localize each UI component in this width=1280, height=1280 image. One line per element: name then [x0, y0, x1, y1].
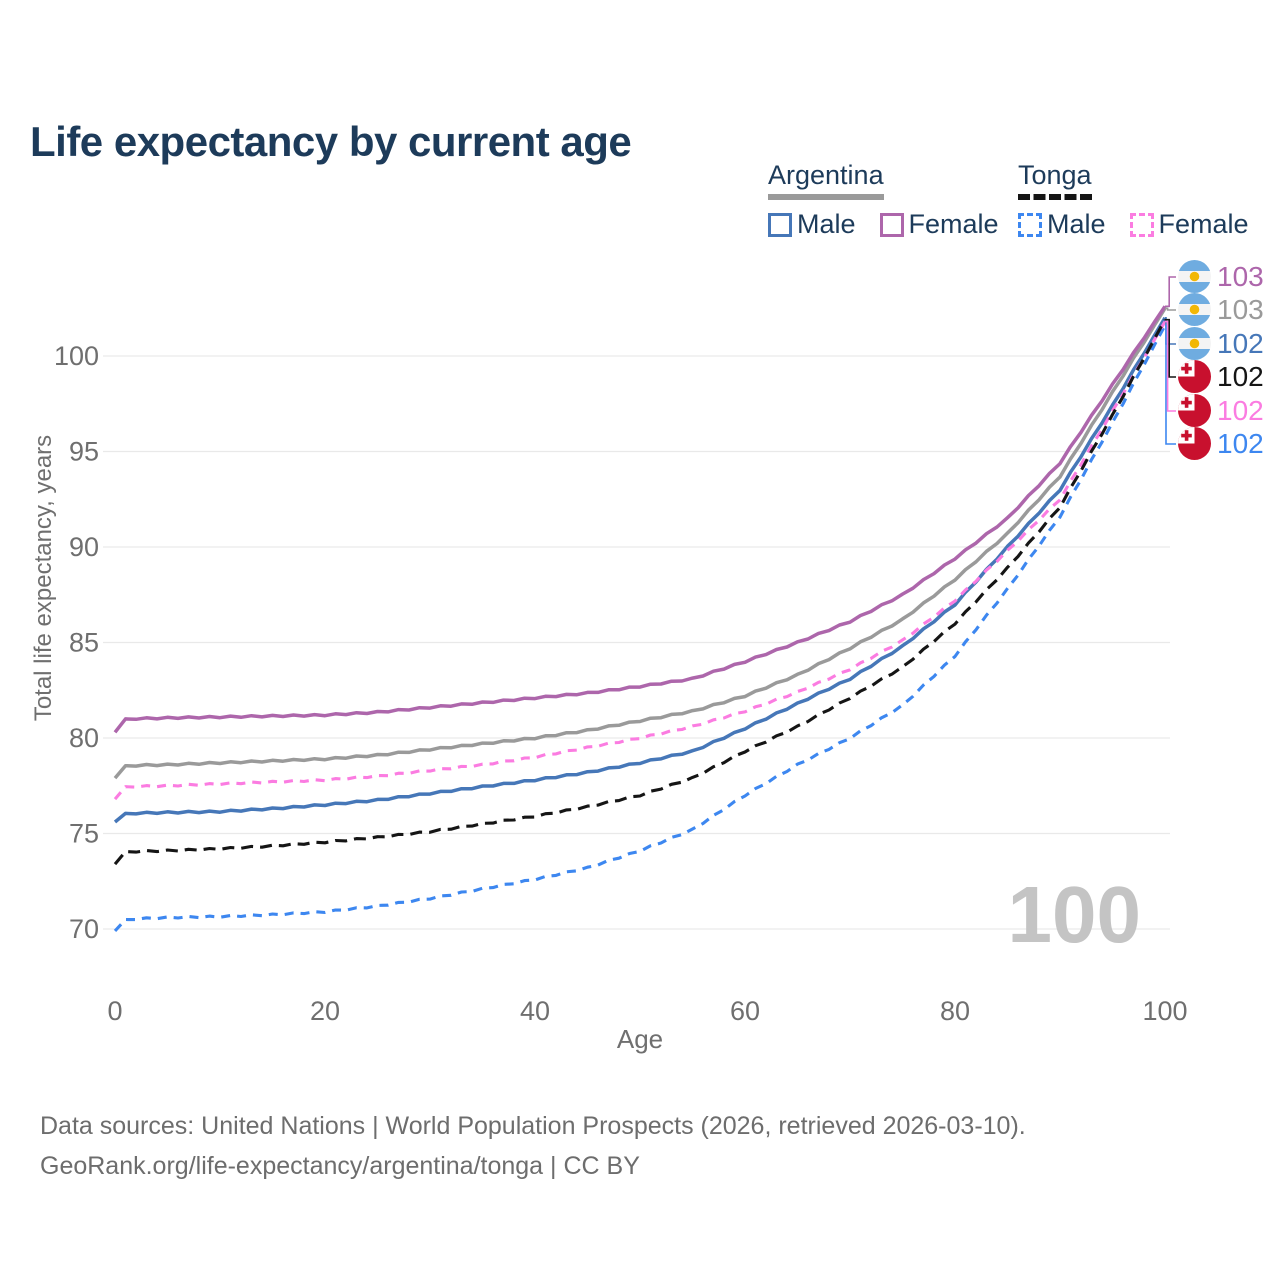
legend-tonga: Tonga Male Female — [1018, 160, 1249, 240]
legend-argentina: Argentina Male Female — [768, 160, 999, 240]
x-tick-label: 0 — [107, 996, 122, 1026]
series-line-argentina-female[interactable] — [113, 305, 1167, 734]
leader-line — [1165, 276, 1176, 308]
series-line-argentina-male[interactable] — [113, 316, 1167, 824]
y-tick-label: 95 — [69, 437, 99, 467]
leader-line — [1165, 320, 1176, 412]
series-end-label-row: 102 — [1178, 360, 1264, 393]
x-axis-title: Age — [617, 1024, 663, 1054]
legend-tonga-female-label[interactable]: Female — [1158, 209, 1249, 239]
footer-data-sources: Data sources: United Nations | World Pop… — [40, 1112, 1026, 1140]
y-tick-label: 80 — [69, 723, 99, 753]
series-end-label-row: 102 — [1178, 427, 1264, 460]
y-tick-label: 70 — [69, 914, 99, 944]
y-tick-label: 75 — [69, 819, 99, 849]
series-line-argentina[interactable] — [113, 307, 1167, 780]
legend-argentina-title[interactable]: Argentina — [768, 160, 884, 200]
series-line-tonga-female[interactable] — [113, 320, 1167, 801]
legend-argentina-male-label[interactable]: Male — [797, 209, 856, 239]
series-line-tonga[interactable] — [113, 318, 1167, 866]
series-end-value: 102 — [1217, 427, 1264, 459]
series-end-value: 102 — [1217, 394, 1264, 426]
leader-line — [1165, 324, 1176, 445]
leader-line — [1165, 318, 1176, 378]
legend-argentina-female-checkbox[interactable] — [879, 212, 904, 237]
legend-tonga-female-checkbox[interactable] — [1129, 212, 1154, 237]
series-end-value: 102 — [1217, 327, 1264, 359]
series-line-tonga-male[interactable] — [113, 324, 1167, 932]
page-title: Life expectancy by current age — [30, 118, 632, 166]
y-tick-label: 85 — [69, 628, 99, 658]
argentina-flag-icon — [1178, 260, 1211, 293]
legend-tonga-title[interactable]: Tonga — [1018, 160, 1092, 200]
series-end-label-row: 102 — [1178, 327, 1264, 360]
series-end-label-row: 103 — [1178, 293, 1264, 326]
legend-tonga-male-checkbox[interactable] — [1018, 212, 1042, 237]
y-tick-label: 90 — [69, 532, 99, 562]
tonga-flag-icon — [1178, 360, 1211, 393]
legend-argentina-female-label[interactable]: Female — [908, 209, 999, 239]
footer-attribution: GeoRank.org/life-expectancy/argentina/to… — [40, 1152, 640, 1180]
series-end-value: 102 — [1217, 360, 1264, 392]
y-axis-title: Total life expectancy, years — [30, 434, 57, 722]
legend-argentina-male-checkbox[interactable] — [768, 212, 792, 237]
argentina-flag-icon — [1178, 327, 1211, 360]
series-end-value: 103 — [1217, 260, 1264, 292]
x-tick-label: 20 — [310, 996, 340, 1026]
x-tick-label: 80 — [940, 996, 970, 1026]
argentina-flag-icon — [1178, 293, 1211, 326]
series-end-label-row: 103 — [1178, 260, 1264, 293]
series-end-value: 103 — [1217, 293, 1264, 325]
tonga-flag-icon — [1178, 427, 1211, 460]
x-tick-label: 40 — [520, 996, 550, 1026]
age-counter-watermark: 100 — [1008, 870, 1141, 959]
leader-line — [1165, 307, 1176, 311]
tonga-flag-icon — [1178, 394, 1211, 427]
y-tick-label: 100 — [54, 341, 99, 371]
footer: Data sources: United Nations | World Pop… — [40, 1106, 1026, 1186]
x-tick-label: 100 — [1142, 996, 1187, 1026]
legend-tonga-male-label[interactable]: Male — [1047, 209, 1106, 239]
series-end-label-row: 102 — [1178, 394, 1264, 427]
x-tick-label: 60 — [730, 996, 760, 1026]
